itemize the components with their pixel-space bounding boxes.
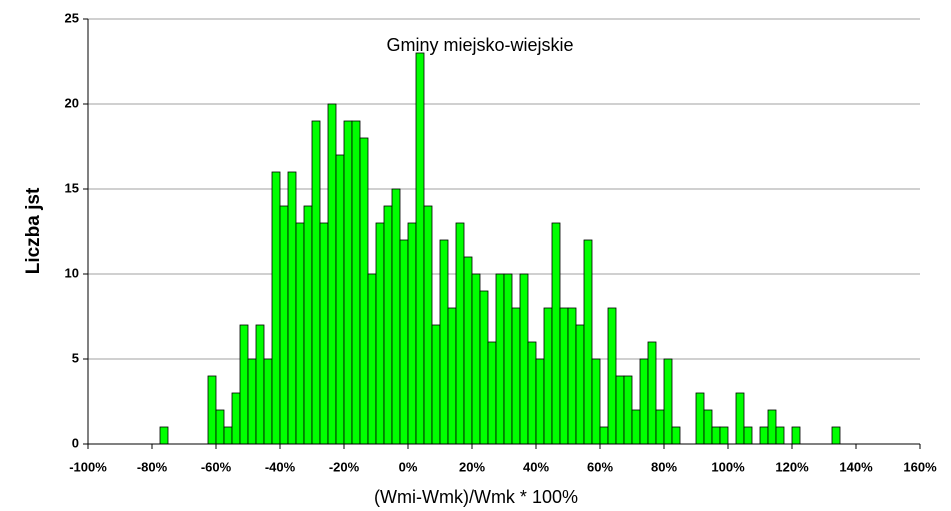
bar	[567, 307, 577, 445]
bar	[791, 426, 801, 445]
bar	[359, 137, 369, 445]
bar	[239, 324, 249, 445]
bar	[503, 273, 513, 445]
bar	[295, 222, 305, 445]
bar	[263, 358, 273, 445]
bar	[543, 307, 553, 445]
bar	[335, 154, 345, 445]
bar	[487, 341, 497, 445]
chart-title: Gminy miejsko-wiejskie	[386, 35, 573, 55]
bar	[255, 324, 265, 445]
bar	[711, 426, 721, 445]
bar	[655, 409, 665, 445]
bar	[215, 409, 225, 445]
bar	[591, 358, 601, 445]
bar	[559, 307, 569, 445]
bar	[407, 222, 417, 445]
bar	[599, 426, 609, 445]
bar	[287, 171, 297, 445]
bar	[623, 375, 633, 445]
bar	[471, 273, 481, 445]
bar	[703, 409, 713, 445]
bar	[375, 222, 385, 445]
x-tick-label: -20%	[329, 459, 360, 474]
y-tick-label: 25	[65, 10, 79, 25]
bar	[311, 120, 321, 445]
x-tick-label: 120%	[775, 459, 809, 474]
y-tick-label: 5	[72, 350, 79, 365]
x-tick-label: -100%	[69, 459, 107, 474]
bar	[343, 120, 353, 445]
bar	[519, 273, 529, 445]
bar	[663, 358, 673, 445]
bar	[391, 188, 401, 445]
bar	[583, 239, 593, 445]
bar	[527, 341, 537, 445]
bar	[695, 392, 705, 445]
bar	[671, 426, 681, 445]
x-tick-label: 40%	[523, 459, 549, 474]
bar	[719, 426, 729, 445]
bar	[327, 103, 337, 445]
bar	[831, 426, 841, 445]
bar	[439, 239, 449, 445]
bar	[231, 392, 241, 445]
bar	[271, 171, 281, 445]
bar	[511, 307, 521, 445]
y-axis-label: Liczba jst	[23, 187, 44, 274]
bar	[207, 375, 217, 445]
bar	[447, 307, 457, 445]
bar	[607, 307, 617, 445]
bar	[455, 222, 465, 445]
bar	[743, 426, 753, 445]
bar	[303, 205, 313, 445]
bar	[495, 273, 505, 445]
bar	[279, 205, 289, 445]
x-tick-label: -60%	[201, 459, 232, 474]
bar	[431, 324, 441, 445]
bar	[775, 426, 785, 445]
bar	[575, 324, 585, 445]
y-tick-label: 15	[65, 180, 79, 195]
x-tick-label: -80%	[137, 459, 168, 474]
bar	[319, 222, 329, 445]
x-tick-label: -40%	[265, 459, 296, 474]
bar	[551, 222, 561, 445]
x-tick-label: 80%	[651, 459, 677, 474]
x-tick-label: 160%	[903, 459, 937, 474]
bar	[463, 256, 473, 445]
bar	[735, 392, 745, 445]
bar	[351, 120, 361, 445]
bar	[415, 52, 425, 445]
bar	[399, 239, 409, 445]
bar	[535, 358, 545, 445]
bar	[367, 273, 377, 445]
x-tick-label: 100%	[711, 459, 745, 474]
y-tick-label: 10	[65, 265, 79, 280]
y-tick-label: 20	[65, 95, 79, 110]
x-tick-label: 20%	[459, 459, 485, 474]
bar	[767, 409, 777, 445]
x-tick-label: 0%	[399, 459, 418, 474]
bar	[615, 375, 625, 445]
bar	[759, 426, 769, 445]
bar	[223, 426, 233, 445]
bar	[383, 205, 393, 445]
bar	[423, 205, 433, 445]
bar	[159, 426, 169, 445]
bar	[247, 358, 257, 445]
x-tick-label: 60%	[587, 459, 613, 474]
x-tick-label: 140%	[839, 459, 873, 474]
bar	[639, 358, 649, 445]
y-tick-label: 0	[72, 435, 79, 450]
bar	[647, 341, 657, 445]
bar	[479, 290, 489, 445]
bar	[631, 409, 641, 445]
x-axis-label: (Wmi-Wmk)/Wmk * 100%	[374, 487, 578, 507]
